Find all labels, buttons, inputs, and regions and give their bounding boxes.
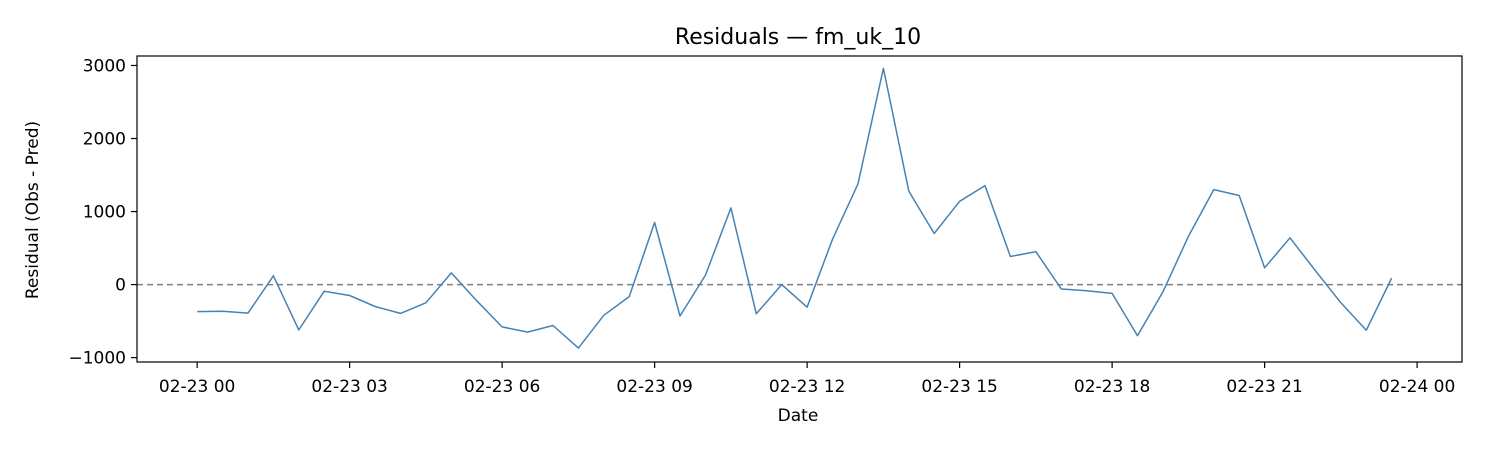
data-point [653,221,655,223]
data-point [1289,237,1291,239]
data-point [1111,292,1113,294]
x-tick-label: 02-23 18 [1074,377,1150,397]
data-point [577,347,579,349]
data-point [1340,302,1342,304]
data-point [628,295,630,297]
data-point [1162,291,1164,293]
data-point [1136,335,1138,337]
y-tick-label: 2000 [83,130,126,150]
data-point [1365,329,1367,331]
data-point [399,312,401,314]
data-point [501,326,503,328]
data-point [704,274,706,276]
y-tick-label: 1000 [83,203,126,223]
data-point [1060,288,1062,290]
data-point [958,200,960,202]
data-point [831,238,833,240]
x-tick-label: 02-23 06 [464,377,540,397]
data-point [1187,235,1189,237]
plot-frame [136,55,1463,363]
data-point [679,315,681,317]
residual-series-line [197,67,1393,349]
data-point [1213,188,1215,190]
data-point [755,313,757,315]
data-point [272,275,274,277]
x-tick-label: 02-23 12 [769,377,845,397]
data-point [552,324,554,326]
data-point [1314,270,1316,272]
data-point [1035,251,1037,253]
data-point [247,312,249,314]
data-point [323,290,325,292]
y-axis-label: Residual (Obs - Pred) [23,121,43,299]
data-point [1009,255,1011,257]
data-point [526,331,528,333]
data-point [857,183,859,185]
data-point [882,67,884,69]
x-tick-label: 02-23 00 [159,377,235,397]
data-point [1391,277,1393,279]
data-point [476,300,478,302]
data-point [425,302,427,304]
data-point [730,207,732,209]
y-tick-label: 0 [115,276,126,296]
data-point [1086,290,1088,292]
data-point [984,184,986,186]
data-point [1238,194,1240,196]
data-point [781,283,783,285]
x-tick-label: 02-23 09 [616,377,692,397]
x-tick-label: 02-23 21 [1226,377,1302,397]
data-point [298,329,300,331]
data-point [806,306,808,308]
data-point [933,232,935,234]
x-tick-label: 02-23 03 [311,377,387,397]
y-tick-label: 3000 [83,56,126,76]
x-tick-label: 02-23 15 [921,377,997,397]
plot-area [137,67,1462,349]
data-point [908,190,910,192]
data-point [374,305,376,307]
chart-title: Residuals — fm_uk_10 [675,25,921,50]
x-tick-label: 02-24 00 [1379,377,1455,397]
data-point [450,272,452,274]
data-point [348,294,350,296]
data-point [221,310,223,312]
data-point [1263,267,1265,269]
x-axis-label: Date [778,406,819,426]
y-tick-label: −1000 [68,349,126,369]
data-point [196,310,198,312]
data-point [603,314,605,316]
